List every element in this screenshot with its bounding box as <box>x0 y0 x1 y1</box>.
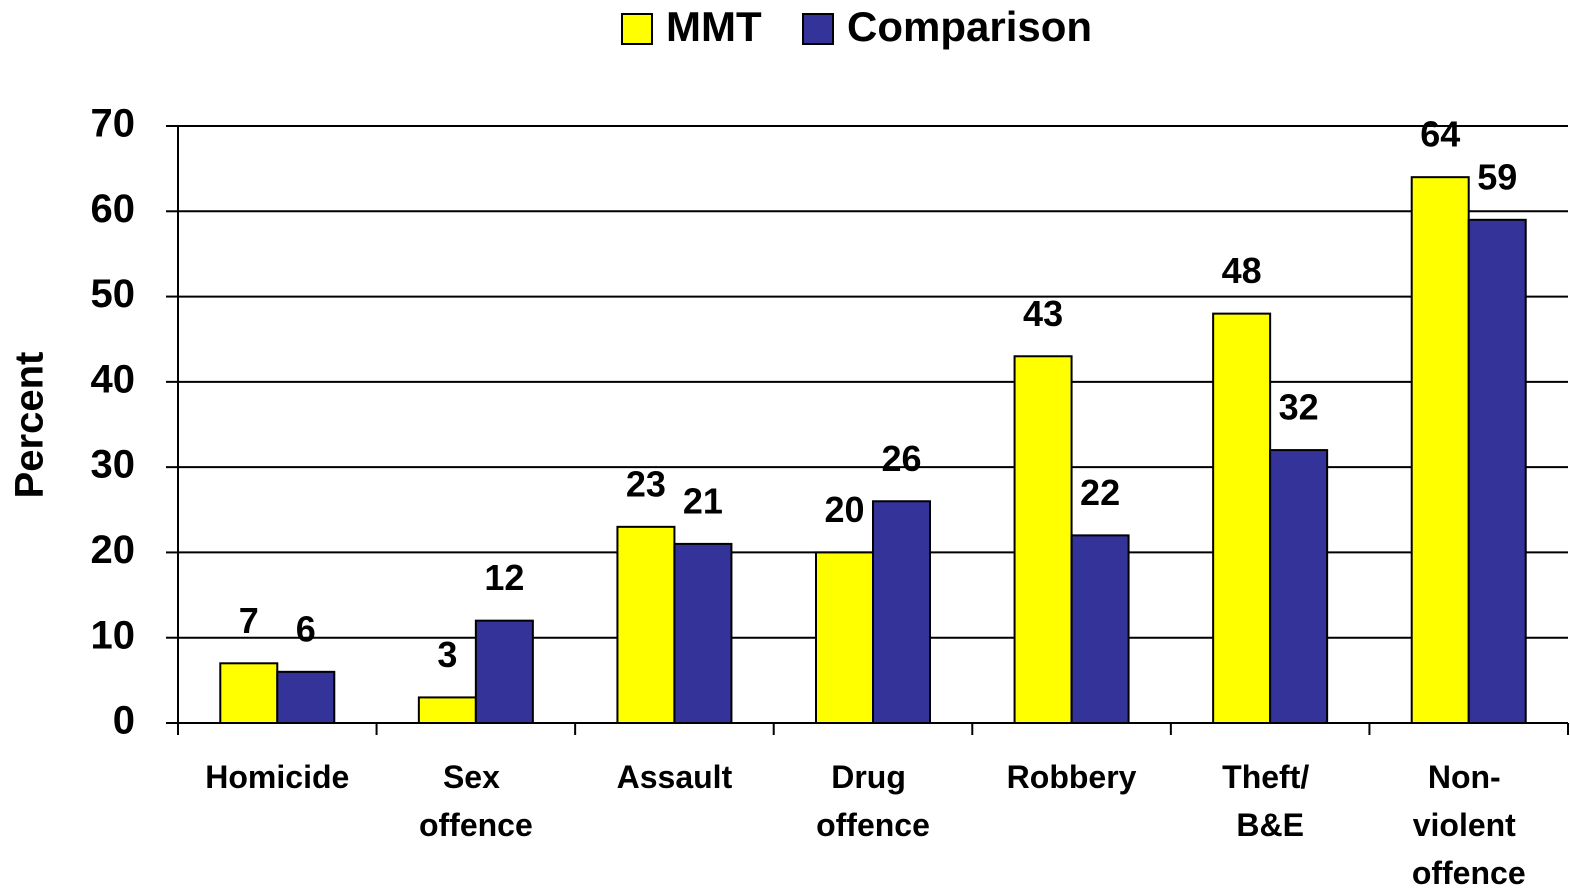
bar <box>872 500 931 724</box>
y-tick-label: 60 <box>91 187 136 231</box>
bar <box>1070 534 1130 724</box>
y-tick-label: 30 <box>91 443 136 487</box>
legend-swatch <box>802 13 834 45</box>
bar <box>1013 355 1073 724</box>
data-label: 20 <box>824 489 864 530</box>
bar <box>815 551 874 725</box>
data-label: 21 <box>683 480 723 521</box>
data-label: 64 <box>1420 114 1460 155</box>
data-label: 43 <box>1023 293 1063 334</box>
data-label: 26 <box>881 438 921 479</box>
y-tick-label: 40 <box>91 357 136 401</box>
bar <box>1467 218 1527 724</box>
bar <box>219 662 279 724</box>
bar <box>417 696 477 725</box>
bar <box>673 542 733 725</box>
y-axis-title: Percent <box>8 352 52 499</box>
data-label: 6 <box>296 608 316 649</box>
x-tick-label: Assault <box>617 759 733 795</box>
data-label: 12 <box>484 557 524 598</box>
data-label: 32 <box>1279 387 1319 428</box>
y-tick-label: 0 <box>113 699 135 743</box>
data-label: 59 <box>1477 156 1517 197</box>
x-tick-label: Drug offence <box>816 759 930 843</box>
y-tick-label: 70 <box>91 102 136 146</box>
bar <box>1212 312 1272 724</box>
legend-swatch <box>621 13 653 45</box>
legend-label: Comparison <box>847 3 1092 50</box>
x-tick-label: Theft/ B&E <box>1222 759 1318 843</box>
bar <box>616 525 676 724</box>
data-label: 23 <box>626 463 666 504</box>
bar <box>1410 176 1470 724</box>
legend-label: MMT <box>666 3 762 50</box>
x-tick-label: Non- violent offence <box>1412 759 1526 891</box>
bar <box>1269 449 1329 724</box>
data-label: 3 <box>437 634 457 675</box>
x-tick-label: Robbery <box>1007 759 1137 795</box>
x-tick-label: Homicide <box>205 759 349 795</box>
y-tick-label: 50 <box>91 272 136 316</box>
data-label: 48 <box>1222 250 1262 291</box>
data-label: 22 <box>1080 472 1120 513</box>
x-tick-label: Sex offence <box>419 759 533 843</box>
bar <box>276 670 336 724</box>
bar <box>474 619 534 725</box>
data-label: 7 <box>239 600 259 641</box>
y-tick-label: 20 <box>91 528 136 572</box>
y-tick-label: 10 <box>91 613 136 657</box>
